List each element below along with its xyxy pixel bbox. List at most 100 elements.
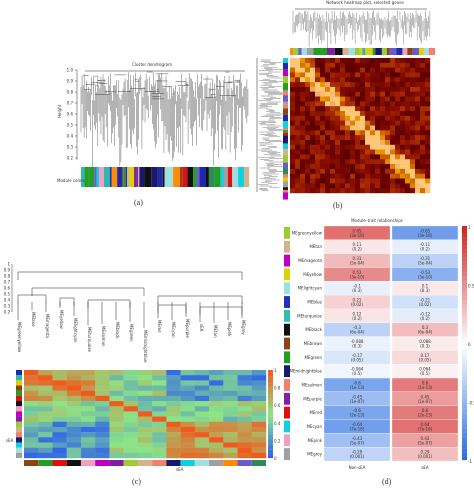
c-heat-cell bbox=[52, 390, 67, 397]
b-heat-cell bbox=[355, 154, 361, 160]
b-heat-cell bbox=[405, 96, 411, 102]
b-heat-cell bbox=[425, 144, 431, 150]
b-heat-cell bbox=[320, 101, 326, 107]
b-left-cell bbox=[283, 95, 288, 102]
b-heat-cell bbox=[315, 164, 321, 170]
b-heat-cell bbox=[405, 72, 411, 78]
c-heat-cell bbox=[251, 442, 267, 448]
panel-d-title: Module–trait relationships bbox=[351, 218, 403, 223]
b-heat-cell bbox=[355, 82, 361, 88]
d-row-label: MEpurple bbox=[303, 396, 322, 401]
c-heat-cell bbox=[209, 442, 224, 448]
d-cell-corr: 0.21 bbox=[353, 298, 362, 303]
b-heat-cell bbox=[320, 86, 326, 92]
b-heat-cell bbox=[300, 115, 306, 121]
b-heat-cell bbox=[305, 62, 311, 68]
b-heat-cell bbox=[425, 115, 431, 121]
c-heat-cell bbox=[251, 452, 267, 459]
b-heat-cell bbox=[305, 164, 311, 170]
b-heat-cell bbox=[390, 91, 396, 97]
b-heat-cell bbox=[335, 62, 341, 68]
cluster-dendrogram: Cluster dendrogram 1.0 0.9 0.8 0.7 0.6 0.5 0.4… bbox=[57, 62, 250, 187]
b-heat-cell bbox=[310, 115, 316, 121]
d-scale-cell bbox=[462, 417, 467, 422]
c-heat-cell bbox=[95, 370, 110, 376]
b-heat-cell bbox=[380, 135, 386, 141]
b-heat-cell bbox=[400, 130, 406, 136]
c-heat-cell bbox=[251, 375, 267, 381]
b-heat-cell bbox=[395, 168, 401, 174]
a-module-cell bbox=[99, 167, 104, 187]
b-heat-cell bbox=[415, 72, 421, 78]
b-heat-cell bbox=[390, 144, 396, 150]
d-scale-cell bbox=[462, 339, 467, 344]
c-bottom-cell bbox=[80, 460, 96, 466]
c-heat-cell bbox=[52, 421, 67, 428]
c-heat-cell bbox=[166, 401, 181, 407]
c-bottom-cell bbox=[166, 460, 181, 466]
d-scale-cell bbox=[462, 249, 467, 254]
b-heat-cell bbox=[310, 77, 316, 83]
c-bottom-cell bbox=[209, 460, 224, 466]
c-heat-cell bbox=[109, 390, 124, 397]
b-heat-cell bbox=[415, 164, 421, 170]
b-heat-cell bbox=[320, 149, 326, 155]
c-heat-cell bbox=[109, 437, 124, 443]
d-scale-cell bbox=[462, 323, 467, 328]
b-heat-cell bbox=[425, 91, 431, 97]
b-heat-cell bbox=[400, 77, 406, 83]
b-heat-cell bbox=[305, 106, 311, 112]
b-heat-cell bbox=[355, 130, 361, 136]
b-heat-cell bbox=[330, 183, 336, 189]
b-heat-cell bbox=[355, 120, 361, 126]
d-scale-cell bbox=[462, 401, 467, 406]
b-heat-cell bbox=[290, 159, 296, 165]
b-heat-cell bbox=[330, 168, 336, 174]
c-leaf-label: MEgreen bbox=[129, 324, 134, 342]
b-heat-cell bbox=[365, 62, 371, 68]
b-heat-cell bbox=[400, 144, 406, 150]
b-heat-cell bbox=[300, 168, 306, 174]
b-heat-cell bbox=[315, 106, 321, 112]
b-heat-cell bbox=[345, 183, 351, 189]
d-scale-cell bbox=[462, 319, 467, 324]
panel-d: Module–trait relationships MEgreenyellow… bbox=[282, 212, 474, 474]
d-cell-pvalue: (2e-13) bbox=[350, 413, 365, 418]
c-heat-cell bbox=[223, 432, 238, 438]
b-heat-cell bbox=[300, 149, 306, 155]
b-heat-cell bbox=[405, 86, 411, 92]
b-heat-cell bbox=[385, 101, 391, 107]
panel-c-adjacency-heatmap bbox=[24, 370, 267, 459]
b-heat-cell bbox=[300, 164, 306, 170]
d-module-color-MEblue bbox=[284, 296, 290, 308]
b-heat-cell bbox=[405, 106, 411, 112]
b-heat-cell bbox=[350, 115, 356, 121]
b-heat-cell bbox=[350, 168, 356, 174]
b-heat-cell bbox=[365, 115, 371, 121]
b-heat-cell bbox=[380, 62, 386, 68]
b-heat-cell bbox=[405, 188, 411, 194]
c-heat-cell bbox=[180, 426, 196, 433]
b-heat-cell bbox=[325, 111, 331, 117]
c-heat-cell bbox=[251, 432, 267, 438]
b-heat-cell bbox=[345, 149, 351, 155]
b-left-cell bbox=[283, 76, 288, 84]
d-module-color-MEred bbox=[284, 406, 290, 419]
b-heat-cell bbox=[390, 111, 396, 117]
b-heat-cell bbox=[300, 86, 306, 92]
b-heat-cell bbox=[385, 96, 391, 102]
b-left-cell bbox=[283, 132, 288, 136]
b-heat-cell bbox=[400, 96, 406, 102]
c-heat-cell bbox=[123, 401, 139, 407]
b-heat-cell bbox=[360, 135, 366, 141]
b-heat-cell bbox=[420, 120, 426, 126]
d-cell-pvalue: (0.3) bbox=[420, 344, 430, 349]
b-heat-cell bbox=[345, 101, 351, 107]
d-cell-pvalue: (0.2) bbox=[352, 316, 362, 321]
b-heat-cell bbox=[355, 168, 361, 174]
b-heat-cell bbox=[360, 178, 366, 184]
b-heat-cell bbox=[290, 67, 296, 73]
a-module-cell bbox=[182, 167, 188, 187]
c-heat-cell bbox=[180, 385, 196, 391]
b-heat-cell bbox=[350, 72, 356, 78]
